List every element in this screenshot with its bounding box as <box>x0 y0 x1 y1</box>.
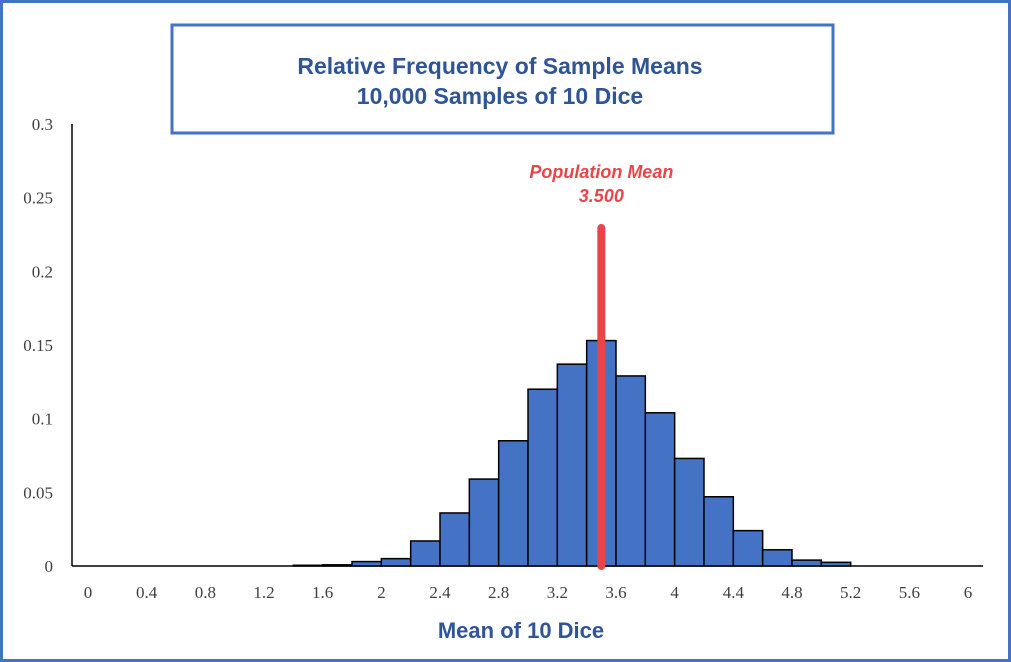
histogram-bar <box>497 440 529 567</box>
histogram-bar <box>791 559 823 567</box>
histogram-bar <box>644 412 676 567</box>
y-tick-label: 0.3 <box>32 115 53 134</box>
histogram-bar <box>673 457 705 567</box>
x-tick-label: 2.8 <box>488 583 509 602</box>
population-mean-value: 3.500 <box>579 186 624 206</box>
histogram-bar <box>321 564 353 567</box>
x-ticks-group: 0 0.4 0.8 1.2 1.6 2 2.4 2.8 3.2 3.6 4 4.4 4.8 5.2 5.6 6 <box>84 583 973 602</box>
y-tick-label: 0.2 <box>32 262 53 281</box>
x-tick-label: 4.4 <box>723 583 745 602</box>
y-tick-label: 0.25 <box>23 189 53 208</box>
x-tick-label: 2 <box>377 583 386 602</box>
title-box <box>170 23 835 135</box>
population-mean-label: Population Mean <box>529 162 673 182</box>
x-tick-label: 0.8 <box>195 583 216 602</box>
x-tick-label: 5.6 <box>899 583 920 602</box>
x-tick-label: 0.4 <box>136 583 158 602</box>
histogram-bar <box>820 561 852 567</box>
y-tick-label: 0 <box>45 557 54 576</box>
histogram-bar <box>439 512 471 567</box>
histogram-bar <box>527 388 559 567</box>
x-tick-label: 0 <box>84 583 93 602</box>
chart-subtitle: 10,000 Samples of 10 Dice <box>357 83 643 109</box>
histogram-bar <box>292 564 324 567</box>
x-tick-label: 6 <box>964 583 973 602</box>
histogram-bar <box>615 375 647 567</box>
histogram-bar <box>409 540 441 567</box>
x-tick-label: 3.2 <box>547 583 568 602</box>
x-tick-label: 1.6 <box>312 583 333 602</box>
y-tick-label: 0.05 <box>23 483 53 502</box>
histogram-bar <box>556 363 588 567</box>
y-ticks-group: 0 0.05 0.1 0.15 0.2 0.25 0.3 <box>23 115 53 576</box>
x-tick-label: 2.4 <box>429 583 451 602</box>
x-tick-label: 3.6 <box>605 583 626 602</box>
histogram-bar <box>761 549 793 567</box>
histogram-bar <box>380 557 412 567</box>
chart-title: Relative Frequency of Sample Means <box>297 53 702 79</box>
y-tick-label: 0.15 <box>23 336 53 355</box>
x-tick-label: 4.8 <box>781 583 802 602</box>
x-axis-title: Mean of 10 Dice <box>438 618 604 643</box>
x-tick-label: 5.2 <box>840 583 861 602</box>
histogram-bar <box>468 478 500 567</box>
histogram-bar <box>732 529 764 567</box>
x-tick-label: 1.2 <box>253 583 274 602</box>
bars-group <box>292 339 852 567</box>
y-tick-label: 0.1 <box>32 410 53 429</box>
histogram-bar <box>351 560 383 567</box>
x-tick-label: 4 <box>670 583 679 602</box>
histogram-bar <box>703 496 735 567</box>
